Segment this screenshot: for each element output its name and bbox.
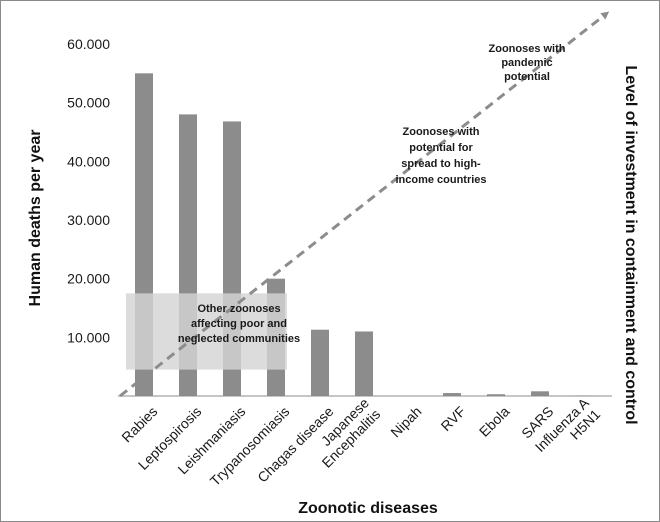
x-axis-title: Zoonotic diseases bbox=[298, 500, 438, 517]
y-tick-label: 40.000 bbox=[67, 153, 110, 169]
secondary-axis-title: Level of investment in containment and c… bbox=[622, 65, 639, 424]
x-axis-labels: RabiesLeptospirosisLeishmaniasisTrypanos… bbox=[118, 394, 603, 489]
bar bbox=[443, 393, 461, 396]
annotations: Zoonoses with pandemic potential Zoonoses w… bbox=[178, 43, 566, 345]
annotation-text: Other zoonoses affecting poor and neglecte… bbox=[178, 303, 300, 345]
y-axis-ticks: 10.000 20.000 30.000 40.000 50.000 60.000 bbox=[67, 36, 110, 345]
bar bbox=[487, 394, 505, 396]
y-tick-label: 60.000 bbox=[67, 36, 110, 52]
y-tick-label: 20.000 bbox=[67, 271, 110, 287]
x-tick-label: Rabies bbox=[118, 403, 160, 445]
y-tick-label: 50.000 bbox=[67, 95, 110, 111]
x-tick-label: JapaneseEncephalitis bbox=[307, 395, 383, 471]
neglected-zoonoses-overlay bbox=[126, 293, 287, 370]
y-axis-title: Human deaths per year bbox=[27, 130, 44, 307]
x-tick-label: RVF bbox=[438, 403, 469, 434]
y-tick-label: 30.000 bbox=[67, 212, 110, 228]
x-tick-label: Nipah bbox=[387, 403, 424, 440]
x-tick-label: Ebola bbox=[476, 403, 513, 440]
annotation-text: Zoonoses with potential for spread to high… bbox=[395, 126, 486, 186]
overlay-band bbox=[126, 293, 287, 370]
y-tick-label: 10.000 bbox=[67, 329, 110, 345]
bar bbox=[355, 331, 373, 396]
bar bbox=[531, 391, 549, 396]
x-tick-label: Trypanosomiasis bbox=[207, 403, 293, 489]
bar bbox=[311, 329, 329, 396]
annotation-text: Zoonoses with pandemic potential bbox=[489, 43, 566, 83]
investment-trend-line bbox=[119, 11, 610, 398]
